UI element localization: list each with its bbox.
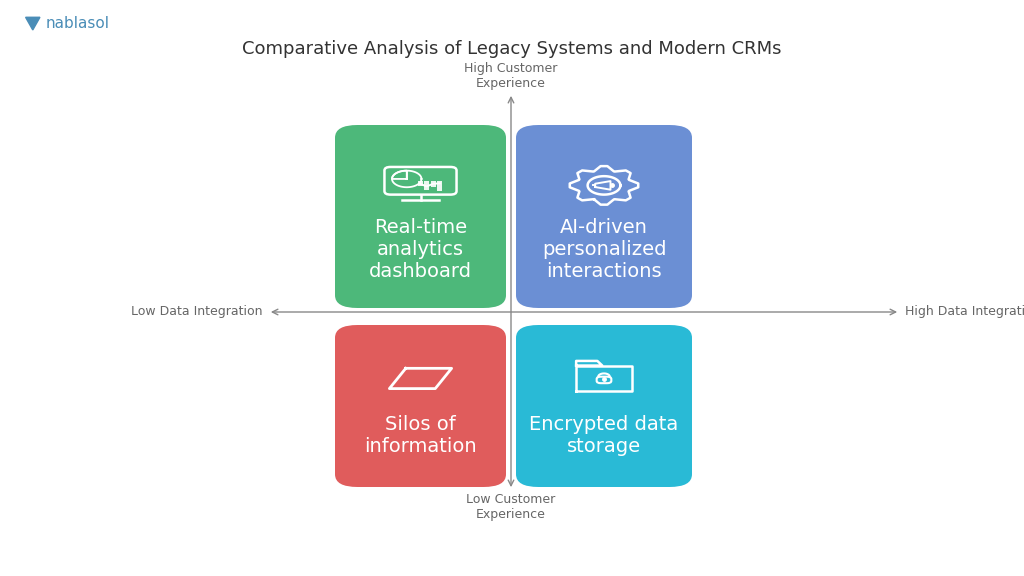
Text: AI-driven
personalized
interactions: AI-driven personalized interactions bbox=[542, 218, 667, 281]
Polygon shape bbox=[26, 17, 40, 30]
Text: Comparative Analysis of Legacy Systems and Modern CRMs: Comparative Analysis of Legacy Systems a… bbox=[243, 40, 781, 58]
Bar bbox=[418, 181, 423, 187]
Text: Low Customer
Experience: Low Customer Experience bbox=[466, 493, 556, 521]
Text: High Data Integration: High Data Integration bbox=[905, 305, 1024, 319]
Bar bbox=[437, 181, 442, 191]
FancyBboxPatch shape bbox=[516, 125, 692, 308]
Text: Encrypted data
storage: Encrypted data storage bbox=[529, 415, 679, 456]
Text: nablasol: nablasol bbox=[46, 16, 111, 31]
Text: Silos of
information: Silos of information bbox=[365, 415, 477, 456]
FancyBboxPatch shape bbox=[335, 325, 506, 487]
FancyBboxPatch shape bbox=[335, 125, 506, 308]
Bar bbox=[431, 181, 436, 187]
Text: Low Data Integration: Low Data Integration bbox=[131, 305, 263, 319]
FancyBboxPatch shape bbox=[516, 325, 692, 487]
Text: Real-time
analytics
dashboard: Real-time analytics dashboard bbox=[369, 218, 472, 281]
Text: High Customer
Experience: High Customer Experience bbox=[464, 62, 558, 90]
Bar bbox=[424, 181, 429, 190]
